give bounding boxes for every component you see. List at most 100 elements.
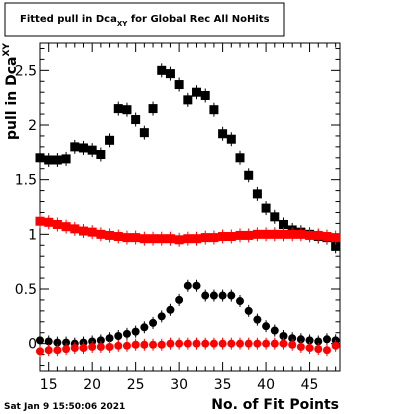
data-point: [61, 222, 71, 232]
data-point: [314, 337, 323, 346]
data-point: [105, 135, 115, 145]
data-point: [331, 233, 341, 243]
data-point: [148, 234, 158, 244]
data-point: [139, 128, 149, 138]
data-point: [278, 229, 288, 239]
data-point: [235, 153, 245, 163]
data-point: [200, 233, 210, 243]
data-point: [183, 281, 192, 290]
data-point: [78, 143, 88, 153]
data-point: [235, 230, 245, 240]
data-point: [322, 232, 332, 242]
data-point: [305, 344, 314, 353]
data-point: [88, 342, 97, 351]
data-point: [244, 339, 253, 348]
data-point: [174, 235, 184, 245]
data-point: [78, 226, 88, 236]
data-point: [183, 339, 192, 348]
data-point: [218, 339, 227, 348]
data-point: [96, 336, 105, 345]
data-point: [140, 323, 149, 332]
data-point: [218, 232, 228, 242]
data-point: [175, 295, 184, 304]
data-point: [244, 306, 253, 315]
data-point: [218, 291, 227, 300]
data-point: [79, 344, 88, 353]
data-point: [209, 339, 218, 348]
data-point: [53, 338, 62, 347]
data-point: [53, 346, 62, 355]
data-point: [236, 297, 244, 306]
data-point: [288, 334, 297, 343]
data-point: [174, 80, 184, 90]
data-point: [113, 104, 123, 114]
data-point: [113, 232, 123, 242]
series-0: [35, 63, 341, 254]
data-point: [139, 234, 149, 244]
data-point: [52, 219, 62, 229]
data-point: [279, 339, 288, 348]
x-tick-label: 20: [83, 377, 101, 393]
y-tick-label: 1.5: [15, 173, 37, 189]
data-point: [252, 229, 262, 239]
data-point: [183, 234, 193, 244]
data-point: [201, 291, 210, 300]
data-point: [122, 341, 131, 350]
data-point: [261, 229, 271, 239]
data-point: [166, 305, 175, 314]
data-point: [87, 227, 97, 237]
x-tick-label: 15: [40, 377, 58, 393]
data-point: [270, 229, 280, 239]
data-point: [122, 233, 132, 243]
data-point: [253, 339, 262, 348]
data-point: [209, 105, 219, 115]
data-point: [296, 335, 305, 344]
data-point: [105, 342, 114, 351]
data-point: [114, 341, 123, 350]
plot-frame: [39, 42, 341, 372]
data-point: [270, 326, 279, 335]
data-point: [236, 339, 244, 348]
y-tick-label: 2: [28, 118, 37, 134]
y-axis: 0 0.5 1 1.5 2 2.5: [15, 47, 340, 367]
data-point: [149, 340, 158, 349]
data-point: [165, 69, 175, 79]
data-point: [44, 337, 53, 346]
data-point: [226, 232, 236, 242]
data-point: [166, 339, 175, 348]
data-point: [200, 90, 210, 100]
data-point: [165, 234, 175, 244]
data-point: [52, 155, 62, 165]
data-point: [96, 150, 106, 160]
data-point: [288, 340, 297, 349]
data-point: [227, 339, 236, 348]
data-point: [262, 339, 271, 348]
y-axis-title: pull in DcaXY: [2, 43, 20, 140]
data-point: [192, 87, 202, 97]
data-point: [331, 341, 340, 350]
data-point: [114, 332, 123, 341]
data-point: [305, 230, 315, 240]
data-point: [175, 339, 184, 348]
data-point: [252, 189, 262, 199]
data-point: [35, 216, 45, 226]
data-point: [287, 229, 297, 239]
series-3: [36, 337, 340, 358]
data-point: [270, 212, 280, 222]
timestamp-footer: Sat Jan 9 15:50:06 2021: [4, 402, 125, 412]
data-point: [122, 105, 132, 115]
data-point: [183, 95, 193, 105]
data-point: [157, 340, 166, 349]
data-point: [278, 219, 288, 229]
data-point: [140, 340, 149, 349]
data-point: [131, 340, 140, 349]
data-point: [227, 291, 236, 300]
data-point: [296, 342, 305, 351]
y-tick-label: 0: [28, 337, 37, 353]
data-point: [131, 233, 141, 243]
x-tick-label: 45: [301, 377, 319, 393]
data-point: [322, 346, 331, 355]
data-point: [70, 224, 80, 234]
data-point: [218, 129, 228, 139]
